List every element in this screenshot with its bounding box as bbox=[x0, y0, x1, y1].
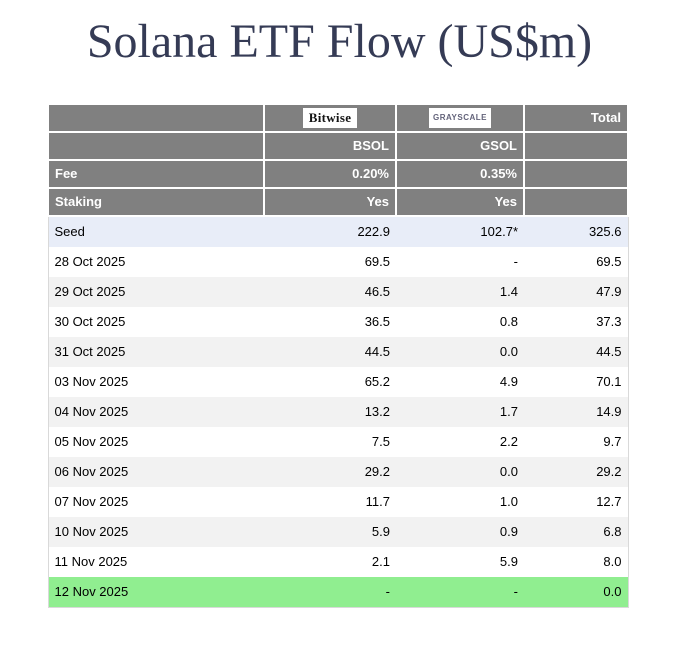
fee-label-cell: Fee bbox=[47, 158, 265, 189]
fee-gsol-cell: 0.35% bbox=[395, 158, 525, 189]
total-value-cell: 325.6 bbox=[524, 215, 628, 247]
fee-total-cell bbox=[523, 158, 629, 189]
gsol-value-cell: 0.8 bbox=[396, 306, 524, 337]
gsol-ticker-cell: GSOL bbox=[395, 130, 525, 161]
bsol-value-cell: 11.7 bbox=[264, 486, 396, 517]
row-label-cell: 11 Nov 2025 bbox=[48, 546, 264, 577]
bsol-value-cell: 7.5 bbox=[264, 426, 396, 457]
staking-row: Staking Yes Yes bbox=[47, 186, 629, 217]
gsol-value-cell: 0.9 bbox=[396, 516, 524, 547]
staking-gsol-cell: Yes bbox=[395, 186, 525, 217]
table-row: 29 Oct 2025 46.5 1.4 47.9 bbox=[48, 276, 628, 307]
bsol-value-cell: 69.5 bbox=[264, 246, 396, 277]
total-value-cell: 44.5 bbox=[524, 336, 628, 367]
etf-flow-data-table: Bitwise GRAYSCALE Total BSOL GSOL Fee 0.… bbox=[47, 102, 629, 608]
bsol-value-cell: 65.2 bbox=[264, 366, 396, 397]
table-row: 10 Nov 2025 5.9 0.9 6.8 bbox=[48, 516, 628, 547]
bsol-value-cell: 5.9 bbox=[264, 516, 396, 547]
empty-corner-cell bbox=[47, 102, 265, 133]
total-value-cell: 14.9 bbox=[524, 396, 628, 427]
table-row: 03 Nov 2025 65.2 4.9 70.1 bbox=[48, 366, 628, 397]
gsol-value-cell: 2.2 bbox=[396, 426, 524, 457]
staking-total-cell bbox=[523, 186, 629, 217]
table-row: 31 Oct 2025 44.5 0.0 44.5 bbox=[48, 336, 628, 367]
gsol-value-cell: - bbox=[396, 246, 524, 277]
bitwise-header-cell: Bitwise bbox=[263, 102, 397, 133]
bsol-value-cell: 36.5 bbox=[264, 306, 396, 337]
bsol-value-cell: - bbox=[264, 576, 396, 608]
row-label-cell: 07 Nov 2025 bbox=[48, 486, 264, 517]
page-title: Solana ETF Flow (US$m) bbox=[86, 15, 593, 68]
bsol-ticker-cell: BSOL bbox=[263, 130, 397, 161]
row-label-cell: 04 Nov 2025 bbox=[48, 396, 264, 427]
row-label-cell: 28 Oct 2025 bbox=[48, 246, 264, 277]
total-header-cell: Total bbox=[523, 102, 629, 133]
grayscale-header-cell: GRAYSCALE bbox=[395, 102, 525, 133]
table-row: 11 Nov 2025 2.1 5.9 8.0 bbox=[48, 546, 628, 577]
provider-logo-row: Bitwise GRAYSCALE Total bbox=[47, 102, 629, 133]
gsol-value-cell: 1.7 bbox=[396, 396, 524, 427]
total-value-cell: 29.2 bbox=[524, 456, 628, 487]
staking-bsol-cell: Yes bbox=[263, 186, 397, 217]
row-label-cell: Seed bbox=[48, 215, 264, 247]
bsol-value-cell: 44.5 bbox=[264, 336, 396, 367]
table-row: 07 Nov 2025 11.7 1.0 12.7 bbox=[48, 486, 628, 517]
total-value-cell: 6.8 bbox=[524, 516, 628, 547]
total-value-cell: 69.5 bbox=[524, 246, 628, 277]
fee-bsol-cell: 0.20% bbox=[263, 158, 397, 189]
table-row-latest: 12 Nov 2025 - - 0.0 bbox=[48, 576, 628, 608]
bitwise-logo: Bitwise bbox=[302, 107, 358, 128]
table-row: 30 Oct 2025 36.5 0.8 37.3 bbox=[48, 306, 628, 337]
table-row: 05 Nov 2025 7.5 2.2 9.7 bbox=[48, 426, 628, 457]
row-label-cell: 31 Oct 2025 bbox=[48, 336, 264, 367]
fee-row: Fee 0.20% 0.35% bbox=[47, 158, 629, 189]
gsol-value-cell: - bbox=[396, 576, 524, 608]
row-label-cell: 30 Oct 2025 bbox=[48, 306, 264, 337]
etf-flow-table: Bitwise GRAYSCALE Total BSOL GSOL Fee 0.… bbox=[47, 102, 679, 608]
row-label-cell: 12 Nov 2025 bbox=[48, 576, 264, 608]
bsol-value-cell: 2.1 bbox=[264, 546, 396, 577]
bsol-value-cell: 46.5 bbox=[264, 276, 396, 307]
table-row: 04 Nov 2025 13.2 1.7 14.9 bbox=[48, 396, 628, 427]
gsol-value-cell: 1.4 bbox=[396, 276, 524, 307]
table-row: 06 Nov 2025 29.2 0.0 29.2 bbox=[48, 456, 628, 487]
total-value-cell: 70.1 bbox=[524, 366, 628, 397]
total-value-cell: 9.7 bbox=[524, 426, 628, 457]
bsol-value-cell: 29.2 bbox=[264, 456, 396, 487]
row-label-cell: 10 Nov 2025 bbox=[48, 516, 264, 547]
row-label-cell: 29 Oct 2025 bbox=[48, 276, 264, 307]
row-label-cell: 05 Nov 2025 bbox=[48, 426, 264, 457]
total-value-cell: 8.0 bbox=[524, 546, 628, 577]
row-label-cell: 06 Nov 2025 bbox=[48, 456, 264, 487]
gsol-value-cell: 0.0 bbox=[396, 336, 524, 367]
total-value-cell: 47.9 bbox=[524, 276, 628, 307]
total-value-cell: 0.0 bbox=[524, 576, 628, 608]
total-value-cell: 37.3 bbox=[524, 306, 628, 337]
gsol-value-cell: 102.7* bbox=[396, 215, 524, 247]
empty-ticker-total-cell bbox=[523, 130, 629, 161]
table-row-seed: Seed 222.9 102.7* 325.6 bbox=[48, 215, 628, 247]
gsol-value-cell: 0.0 bbox=[396, 456, 524, 487]
total-value-cell: 12.7 bbox=[524, 486, 628, 517]
staking-label-cell: Staking bbox=[47, 186, 265, 217]
bsol-value-cell: 13.2 bbox=[264, 396, 396, 427]
grayscale-logo: GRAYSCALE bbox=[429, 107, 491, 128]
row-label-cell: 03 Nov 2025 bbox=[48, 366, 264, 397]
bsol-value-cell: 222.9 bbox=[264, 215, 396, 247]
empty-ticker-label-cell bbox=[47, 130, 265, 161]
table-row: 28 Oct 2025 69.5 - 69.5 bbox=[48, 246, 628, 277]
gsol-value-cell: 4.9 bbox=[396, 366, 524, 397]
gsol-value-cell: 5.9 bbox=[396, 546, 524, 577]
ticker-row: BSOL GSOL bbox=[47, 130, 629, 161]
gsol-value-cell: 1.0 bbox=[396, 486, 524, 517]
